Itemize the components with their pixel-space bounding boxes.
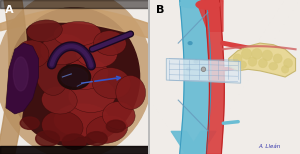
Ellipse shape <box>27 20 62 42</box>
Ellipse shape <box>180 0 206 8</box>
Ellipse shape <box>40 34 85 65</box>
Ellipse shape <box>76 40 117 68</box>
Ellipse shape <box>94 31 126 55</box>
Ellipse shape <box>284 59 292 68</box>
Ellipse shape <box>53 22 101 46</box>
Ellipse shape <box>241 49 252 59</box>
Ellipse shape <box>188 42 192 45</box>
Ellipse shape <box>258 59 267 68</box>
Ellipse shape <box>0 0 152 154</box>
Ellipse shape <box>92 68 130 99</box>
Ellipse shape <box>20 117 39 129</box>
Ellipse shape <box>269 62 278 70</box>
Ellipse shape <box>42 111 83 142</box>
Circle shape <box>202 67 206 71</box>
Text: A: A <box>4 5 13 15</box>
Ellipse shape <box>196 0 220 9</box>
Ellipse shape <box>103 102 135 129</box>
Ellipse shape <box>86 132 107 146</box>
Ellipse shape <box>14 57 28 91</box>
Polygon shape <box>166 59 241 83</box>
Text: A. Lleán: A. Lleán <box>258 144 281 149</box>
Text: B: B <box>156 5 164 15</box>
Ellipse shape <box>262 50 272 61</box>
Ellipse shape <box>36 131 59 146</box>
Ellipse shape <box>116 75 146 109</box>
Circle shape <box>202 68 205 70</box>
Ellipse shape <box>194 60 198 63</box>
Ellipse shape <box>106 120 125 132</box>
Ellipse shape <box>68 79 116 112</box>
Ellipse shape <box>35 53 68 95</box>
Ellipse shape <box>58 65 91 89</box>
Ellipse shape <box>42 86 77 114</box>
Ellipse shape <box>9 8 140 146</box>
Ellipse shape <box>252 49 262 59</box>
Ellipse shape <box>64 59 108 89</box>
Ellipse shape <box>86 115 128 143</box>
Ellipse shape <box>281 65 289 73</box>
Ellipse shape <box>53 103 110 137</box>
Ellipse shape <box>61 68 88 86</box>
Ellipse shape <box>16 40 49 68</box>
Polygon shape <box>6 43 39 114</box>
Ellipse shape <box>273 54 282 63</box>
Ellipse shape <box>238 61 247 69</box>
Ellipse shape <box>248 57 257 66</box>
Polygon shape <box>229 43 296 77</box>
Ellipse shape <box>233 54 242 63</box>
Ellipse shape <box>62 134 86 149</box>
Ellipse shape <box>187 68 190 71</box>
